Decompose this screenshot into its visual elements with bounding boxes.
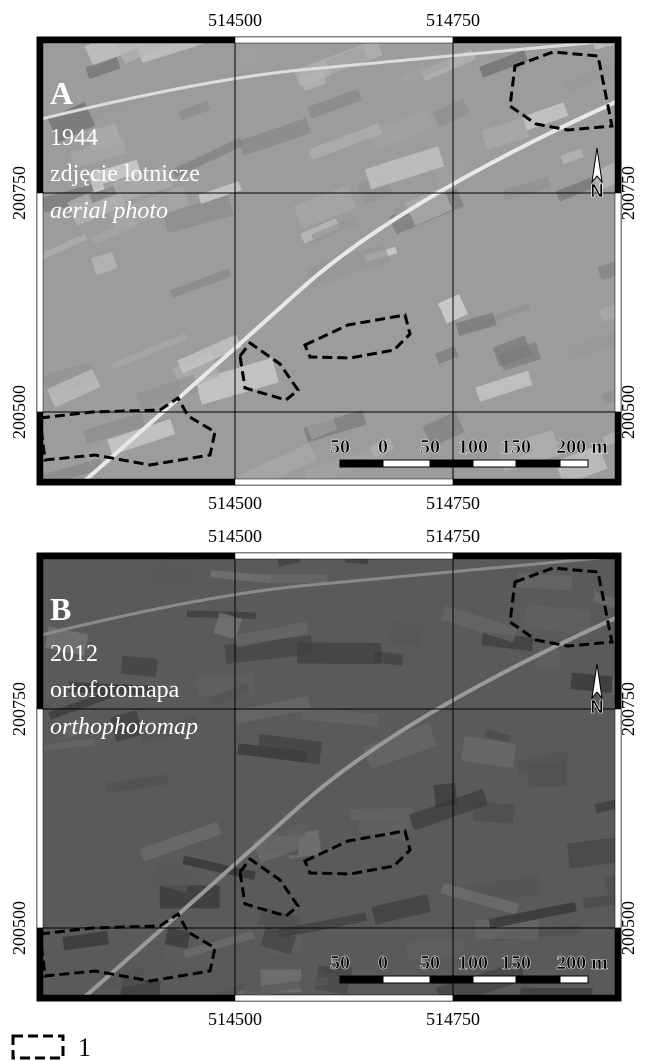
panel-title: zdjęcie lotnicze — [50, 161, 200, 187]
frame-bar — [37, 553, 43, 709]
x-coordinate-label: 514750 — [426, 1009, 480, 1029]
x-coordinate-label: 514500 — [208, 10, 262, 30]
y-coordinate-label: 200500 — [9, 901, 29, 955]
panel-subtitle: aerial photo — [50, 198, 168, 224]
panel-subtitle: orthophotomap — [50, 714, 198, 740]
scale-segment — [430, 460, 473, 467]
frame-bar — [235, 479, 453, 485]
x-coordinate-label: 514500 — [208, 526, 262, 546]
north-label: N — [591, 181, 604, 201]
frame-bar — [235, 995, 453, 1001]
x-coordinate-label: 514750 — [426, 10, 480, 30]
frame-bar — [453, 995, 621, 1001]
scale-segment — [473, 460, 516, 467]
frame-bar — [453, 479, 621, 485]
texture — [121, 656, 158, 678]
scale-label: 0 — [378, 436, 388, 458]
scale-label: 150 — [501, 952, 531, 974]
scale-segment — [383, 460, 430, 467]
panel-title: ortofotomapa — [50, 677, 180, 703]
scale-segment — [383, 976, 430, 983]
frame-bar — [37, 37, 235, 43]
texture — [390, 621, 423, 646]
frame-bar — [37, 193, 43, 412]
scale-label: 50 — [420, 952, 440, 974]
texture — [251, 574, 327, 583]
scale-segment — [473, 976, 516, 983]
legend-symbol — [13, 1036, 63, 1058]
frame-bar — [37, 37, 43, 193]
y-coordinate-label: 200500 — [618, 901, 638, 955]
scale-label: 50 — [330, 952, 350, 974]
y-coordinate-label: 200500 — [618, 385, 638, 439]
texture — [350, 808, 412, 819]
texture — [77, 820, 153, 849]
map-panel: 514500 514500 514750 514750 200750 200750 2005… — [9, 526, 648, 1036]
scale-label: 200 m — [556, 436, 608, 458]
panel-year: 1944 — [50, 125, 98, 151]
y-coordinate-label: 200750 — [9, 166, 29, 220]
north-label: N — [591, 697, 604, 717]
panel-year: 2012 — [50, 641, 98, 667]
legend-label: 1 — [78, 1033, 91, 1061]
scale-label: 0 — [378, 952, 388, 974]
frame-bar — [37, 553, 235, 559]
scale-label: 150 — [501, 436, 531, 458]
map-panel: 514500 514500 514750 514750 200750 200750 2005… — [9, 10, 648, 520]
scale-segment — [560, 976, 588, 983]
texture — [433, 783, 457, 808]
texture — [618, 975, 648, 986]
y-coordinate-label: 200750 — [9, 682, 29, 736]
scale-label: 100 — [458, 952, 488, 974]
frame-bar — [37, 479, 235, 485]
frame-bar — [37, 412, 43, 485]
scale-label: 200 m — [556, 952, 608, 974]
frame-bar — [37, 709, 43, 928]
frame-bar — [235, 37, 453, 43]
scale-segment — [516, 460, 560, 467]
frame-bar — [453, 37, 621, 43]
scale-label: 50 — [330, 436, 350, 458]
panel-letter: B — [50, 591, 71, 627]
scale-segment — [516, 976, 560, 983]
scale-segment — [560, 460, 588, 467]
frame-bar — [453, 553, 621, 559]
scale-segment — [340, 976, 383, 983]
scale-segment — [430, 976, 473, 983]
scale-label: 50 — [420, 436, 440, 458]
scale-segment — [340, 460, 383, 467]
frame-bar — [615, 709, 621, 928]
frame-bar — [235, 553, 453, 559]
x-coordinate-label: 514500 — [208, 493, 262, 513]
y-coordinate-label: 200750 — [618, 166, 638, 220]
x-coordinate-label: 514750 — [426, 493, 480, 513]
y-coordinate-label: 200500 — [9, 385, 29, 439]
x-coordinate-label: 514500 — [208, 1009, 262, 1029]
legend: 1 — [13, 1033, 91, 1061]
frame-bar — [615, 193, 621, 412]
y-coordinate-label: 200750 — [618, 682, 638, 736]
panel-letter: A — [50, 75, 73, 111]
texture — [297, 642, 381, 664]
texture — [247, 809, 306, 837]
scale-label: 100 — [458, 436, 488, 458]
figure: 1 514500 514500 514750 514750 200750 200750 20… — [0, 0, 648, 1061]
frame-bar — [37, 995, 235, 1001]
frame-bar — [37, 928, 43, 1001]
x-coordinate-label: 514750 — [426, 526, 480, 546]
